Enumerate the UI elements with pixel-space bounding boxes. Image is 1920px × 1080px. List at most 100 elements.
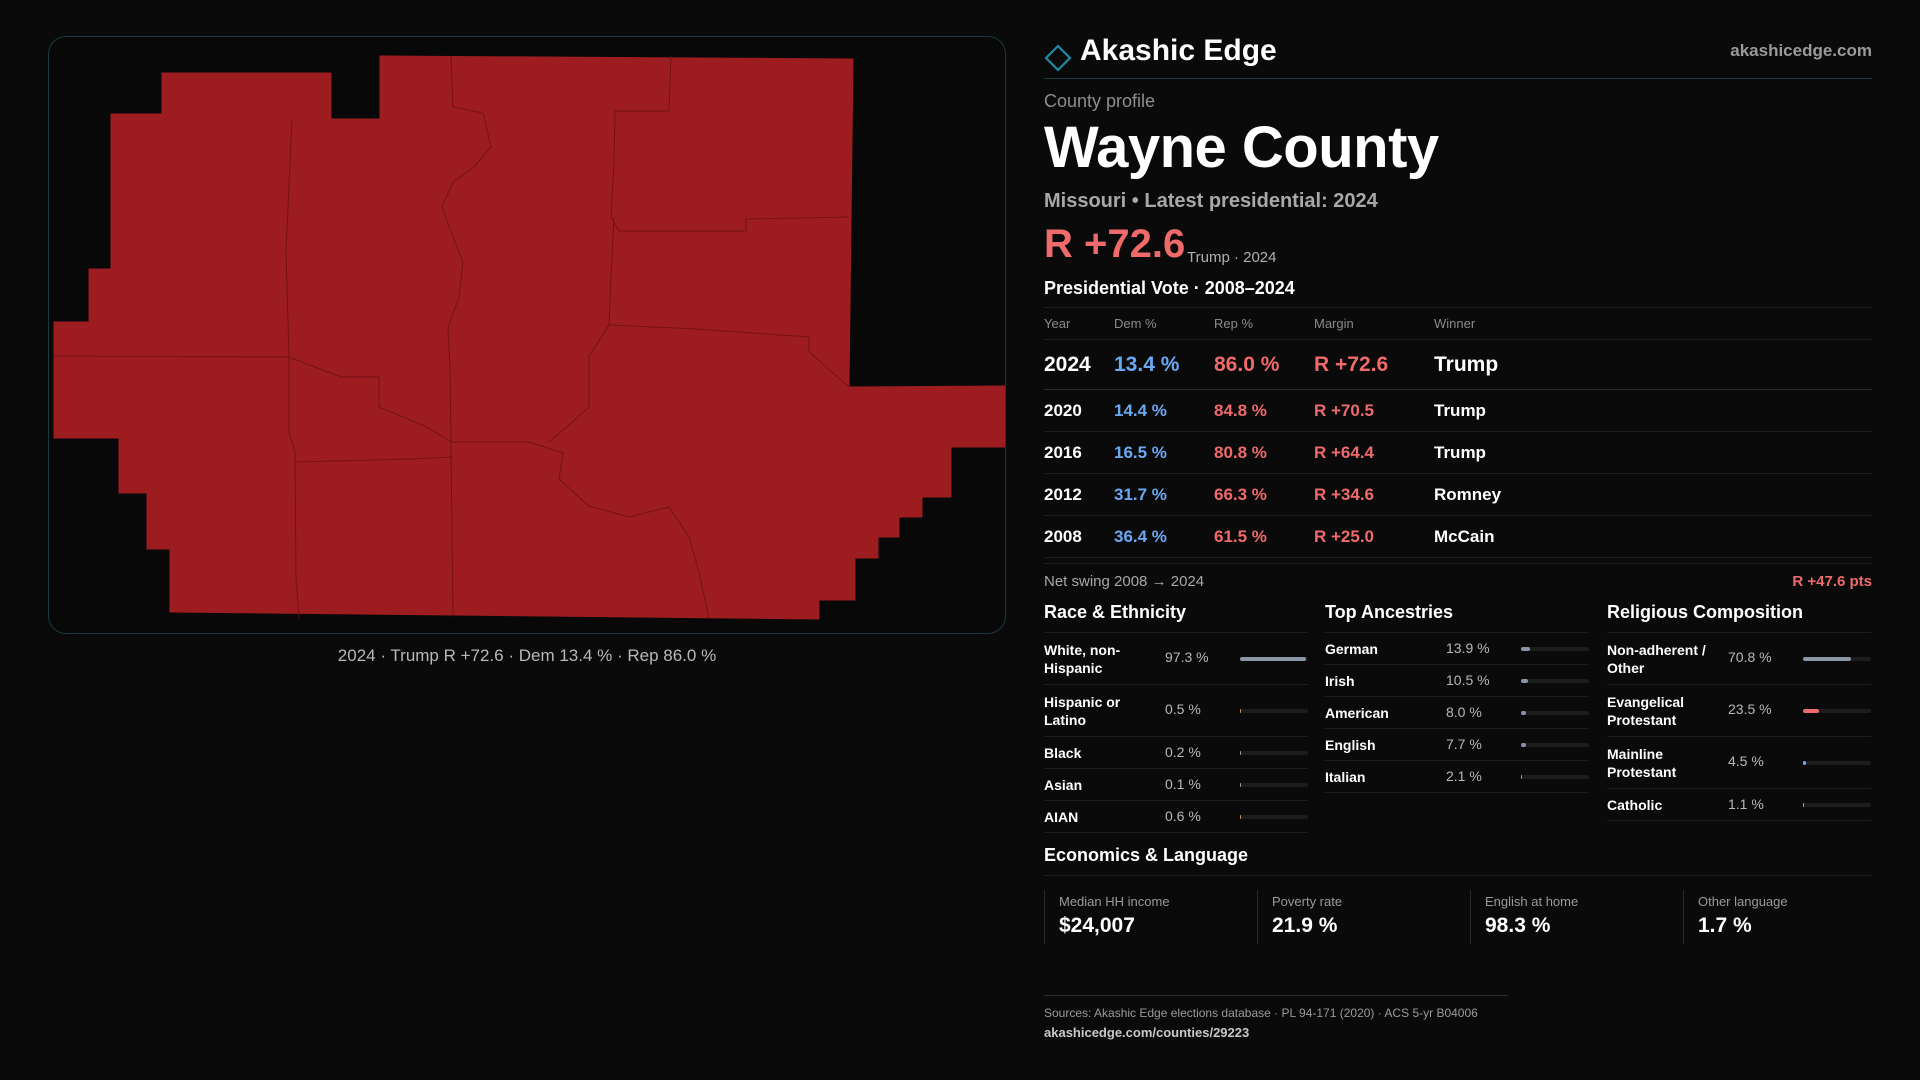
- item-label: Evangelical Protestant: [1607, 694, 1685, 728]
- item-label: English: [1325, 737, 1376, 753]
- share-bar-fill: [1521, 647, 1531, 651]
- share-bar: [1803, 657, 1871, 661]
- vote-table-title: Presidential Vote · 2008–2024: [1044, 278, 1295, 298]
- county-shape[interactable]: [53, 55, 1006, 620]
- share-bar-fill: [1803, 803, 1805, 807]
- row-year: 2012: [1044, 485, 1082, 504]
- econ-value: 21.9 %: [1272, 914, 1338, 937]
- row-margin: R +25.0: [1314, 527, 1375, 546]
- list-item: English 7.7 %: [1325, 729, 1589, 761]
- item-value: 70.8 %: [1728, 649, 1772, 665]
- share-bar-fill: [1240, 751, 1242, 755]
- county-map[interactable]: [48, 36, 1006, 634]
- row-year: 2016: [1044, 443, 1082, 462]
- diamond-outline-icon: [1044, 44, 1072, 72]
- share-bar: [1240, 657, 1308, 661]
- item-value: 13.9 %: [1446, 640, 1490, 656]
- row-winner: McCain: [1434, 527, 1495, 546]
- list-item: Mainline Protestant 4.5 %: [1607, 737, 1871, 789]
- item-value: 8.0 %: [1446, 704, 1482, 720]
- share-bar: [1521, 743, 1589, 747]
- row-rep: 80.8 %: [1214, 443, 1267, 462]
- table-row: 2020 14.4 % 84.8 % R +70.5 Trump: [1044, 390, 1872, 432]
- share-bar: [1521, 775, 1589, 779]
- row-rep: 66.3 %: [1214, 485, 1267, 504]
- sources-footer: Sources: Akashic Edge elections database…: [1044, 995, 1508, 1040]
- row-margin: R +72.6: [1314, 353, 1389, 376]
- item-label: AIAN: [1044, 809, 1079, 825]
- economics-title: Economics & Language: [1044, 845, 1872, 876]
- list-item: White, non-Hispanic 97.3 %: [1044, 633, 1308, 685]
- sources-link[interactable]: akashicedge.com/counties/29223: [1044, 1025, 1250, 1040]
- sources-text: Sources: Akashic Edge elections database…: [1044, 1006, 1478, 1020]
- item-value: 0.6 %: [1165, 808, 1201, 824]
- item-value: 97.3 %: [1165, 649, 1209, 665]
- share-bar-fill: [1240, 657, 1307, 661]
- vote-table: Year Dem % Rep % Margin Winner 2024 13.4…: [1044, 307, 1872, 558]
- profile-kicker: County profile: [1044, 91, 1156, 111]
- item-value: 0.5 %: [1165, 701, 1201, 717]
- net-swing-row: Net swing 2008 → 2024 R +47.6 pts: [1044, 563, 1872, 596]
- econ-value: 98.3 %: [1485, 914, 1551, 937]
- item-label: Hispanic or Latino: [1044, 694, 1121, 728]
- item-label: German: [1325, 641, 1378, 657]
- header-winner: Winner: [1434, 316, 1476, 331]
- share-bar-fill: [1521, 679, 1529, 683]
- row-rep: 86.0 %: [1214, 353, 1280, 376]
- table-row: 2012 31.7 % 66.3 % R +34.6 Romney: [1044, 474, 1872, 516]
- list-item: Irish 10.5 %: [1325, 665, 1589, 697]
- map-caption: 2024 · Trump R +72.6 · Dem 13.4 % · Rep …: [337, 646, 717, 665]
- row-year: 2024: [1044, 353, 1091, 376]
- header-rep: Rep %: [1214, 316, 1254, 331]
- item-label: Asian: [1044, 777, 1083, 793]
- county-map-svg: [53, 55, 1006, 620]
- item-label: Italian: [1325, 769, 1366, 785]
- item-label: Non-adherent / Other: [1607, 642, 1706, 676]
- row-dem: 13.4 %: [1114, 353, 1180, 376]
- share-bar-fill: [1803, 657, 1852, 661]
- item-label: Catholic: [1607, 797, 1663, 813]
- share-bar-fill: [1803, 709, 1819, 713]
- religion-panel: Religious Composition Non-adherent / Oth…: [1607, 602, 1871, 821]
- ancestry-title: Top Ancestries: [1325, 602, 1589, 633]
- item-value: 0.1 %: [1165, 776, 1201, 792]
- row-margin: R +70.5: [1314, 401, 1375, 420]
- share-bar-fill: [1521, 775, 1523, 779]
- item-label: American: [1325, 705, 1389, 721]
- econ-label: English at home: [1485, 894, 1579, 909]
- econ-stat-english: English at home 98.3 %: [1470, 890, 1671, 944]
- item-label: Black: [1044, 745, 1082, 761]
- list-item: Non-adherent / Other 70.8 %: [1607, 633, 1871, 685]
- share-bar: [1240, 815, 1308, 819]
- table-row: 2016 16.5 % 80.8 % R +64.4 Trump: [1044, 432, 1872, 474]
- row-dem: 31.7 %: [1114, 485, 1167, 504]
- list-item: Asian 0.1 %: [1044, 769, 1308, 801]
- header-margin: Margin: [1314, 316, 1354, 331]
- item-label: White, non-Hispanic: [1044, 642, 1121, 676]
- row-winner: Trump: [1434, 443, 1486, 462]
- list-item: Catholic 1.1 %: [1607, 789, 1871, 821]
- econ-stat-poverty: Poverty rate 21.9 %: [1257, 890, 1458, 944]
- econ-stat-income: Median HH income $24,007: [1044, 890, 1245, 944]
- net-swing-label: Net swing 2008 → 2024: [1044, 573, 1205, 590]
- list-item: Black 0.2 %: [1044, 737, 1308, 769]
- religion-title: Religious Composition: [1607, 602, 1871, 633]
- share-bar: [1521, 679, 1589, 683]
- page-title: Wayne County: [1044, 115, 1439, 180]
- race-ethnicity-title: Race & Ethnicity: [1044, 602, 1308, 633]
- list-item: American 8.0 %: [1325, 697, 1589, 729]
- item-label: Mainline Protestant: [1607, 746, 1677, 780]
- headline-margin: R +72.6: [1044, 222, 1186, 266]
- brand-url-link[interactable]: akashicedge.com: [1730, 41, 1872, 60]
- item-value: 10.5 %: [1446, 672, 1490, 688]
- row-margin: R +64.4: [1314, 443, 1375, 462]
- row-dem: 36.4 %: [1114, 527, 1167, 546]
- list-item: German 13.9 %: [1325, 633, 1589, 665]
- share-bar: [1521, 711, 1589, 715]
- econ-value: 1.7 %: [1698, 914, 1752, 937]
- item-value: 23.5 %: [1728, 701, 1772, 717]
- ancestry-panel: Top Ancestries German 13.9 % Irish 10.5 …: [1325, 602, 1589, 793]
- row-winner: Trump: [1434, 401, 1486, 420]
- list-item: Evangelical Protestant 23.5 %: [1607, 685, 1871, 737]
- econ-value: $24,007: [1059, 914, 1135, 937]
